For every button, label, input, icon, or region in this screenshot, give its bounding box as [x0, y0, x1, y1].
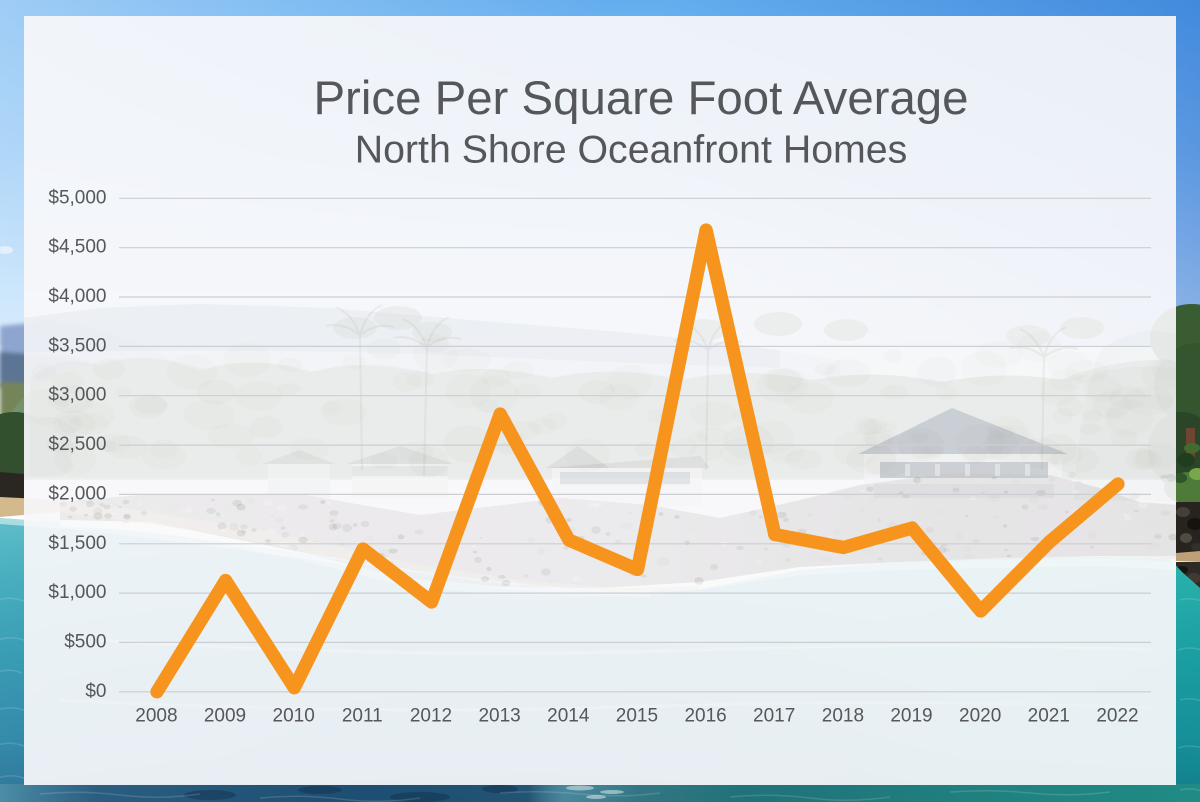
- svg-text:$4,500: $4,500: [48, 237, 106, 258]
- svg-text:2018: 2018: [822, 706, 864, 727]
- svg-text:2012: 2012: [410, 706, 452, 727]
- svg-text:2017: 2017: [753, 706, 795, 727]
- svg-text:2022: 2022: [1096, 706, 1138, 727]
- svg-text:$4,000: $4,000: [48, 286, 106, 307]
- svg-text:$3,000: $3,000: [48, 385, 106, 406]
- svg-text:2008: 2008: [135, 706, 177, 727]
- svg-text:$2,000: $2,000: [48, 483, 106, 504]
- svg-text:Price Per Square Foot Average: Price Per Square Foot Average: [313, 72, 968, 125]
- svg-text:2011: 2011: [342, 706, 383, 727]
- svg-text:2015: 2015: [616, 706, 658, 727]
- svg-text:2021: 2021: [1028, 706, 1070, 727]
- svg-text:$3,500: $3,500: [48, 335, 106, 356]
- svg-text:2010: 2010: [273, 706, 315, 727]
- svg-text:North Shore Oceanfront Homes: North Shore Oceanfront Homes: [355, 128, 908, 172]
- svg-text:$1,500: $1,500: [48, 533, 106, 554]
- svg-text:2020: 2020: [959, 706, 1001, 727]
- svg-text:2013: 2013: [478, 706, 520, 727]
- svg-text:$1,000: $1,000: [48, 582, 106, 603]
- svg-text:2014: 2014: [547, 706, 590, 727]
- svg-text:2019: 2019: [890, 706, 932, 727]
- svg-text:$0: $0: [85, 681, 106, 702]
- svg-text:2009: 2009: [204, 706, 246, 727]
- svg-text:$2,500: $2,500: [48, 434, 106, 455]
- svg-text:$500: $500: [64, 631, 106, 652]
- svg-text:$5,000: $5,000: [48, 187, 106, 208]
- svg-text:2016: 2016: [684, 706, 726, 727]
